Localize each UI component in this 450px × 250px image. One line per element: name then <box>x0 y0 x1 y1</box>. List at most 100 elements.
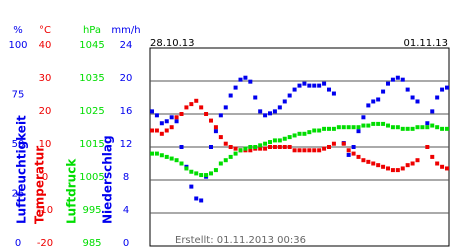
data-point <box>282 145 287 149</box>
data-point <box>179 145 184 149</box>
y-tick-label: 0 <box>15 238 21 249</box>
data-point <box>435 95 440 100</box>
data-point <box>159 131 164 136</box>
data-point <box>307 130 312 135</box>
axis-unit: % <box>13 25 23 36</box>
data-point <box>341 125 346 130</box>
data-point <box>395 168 400 173</box>
data-point <box>371 121 376 126</box>
data-point <box>297 83 302 88</box>
data-point <box>189 184 194 189</box>
date-start: 28.10.13 <box>150 38 195 49</box>
data-point <box>327 145 331 149</box>
data-point <box>258 143 263 148</box>
y-tick-label: 16 <box>120 106 133 117</box>
data-point <box>410 161 415 166</box>
data-point <box>150 151 154 156</box>
data-point <box>218 113 223 118</box>
data-point <box>213 168 218 173</box>
data-point <box>209 171 213 176</box>
data-point <box>440 164 445 169</box>
data-point <box>322 146 327 151</box>
data-point <box>390 77 395 82</box>
y-tick-label: 24 <box>120 40 133 51</box>
date-end: 01.11.13 <box>403 38 448 49</box>
data-point <box>410 126 415 131</box>
data-point <box>209 118 213 123</box>
data-point <box>228 145 233 149</box>
y-tick-label: 12 <box>120 139 133 150</box>
data-point <box>425 125 430 130</box>
data-point <box>371 99 376 104</box>
y-tick-label: 8 <box>123 172 129 183</box>
data-point <box>213 125 218 130</box>
data-point <box>435 161 440 166</box>
data-point <box>366 103 371 108</box>
data-point <box>390 168 395 173</box>
data-point <box>307 148 312 153</box>
data-point <box>263 113 268 118</box>
axis-label: Luftdruck <box>65 158 79 224</box>
data-point <box>366 123 371 128</box>
data-point <box>204 112 209 116</box>
data-point <box>169 156 174 161</box>
data-point <box>277 138 282 143</box>
data-point <box>381 89 386 94</box>
data-point <box>272 138 277 143</box>
y-tick-label: 985 <box>82 238 101 249</box>
data-point <box>371 161 376 166</box>
data-point <box>435 125 440 130</box>
data-point <box>169 115 174 120</box>
data-point <box>376 97 381 102</box>
data-point <box>238 148 243 153</box>
data-point <box>390 125 395 130</box>
axis-label: Luftfeuchtigkeit <box>15 115 29 224</box>
data-point <box>243 75 248 80</box>
data-point <box>174 119 179 124</box>
axis-unit: °C <box>39 25 51 36</box>
data-point <box>292 148 297 153</box>
data-point <box>199 173 204 178</box>
data-point <box>253 145 258 149</box>
data-point <box>258 146 263 151</box>
data-point <box>223 105 228 110</box>
data-point <box>297 131 302 136</box>
data-point <box>366 159 371 164</box>
data-point <box>415 158 420 163</box>
data-point <box>386 123 390 128</box>
y-tick-label: -10 <box>37 205 53 216</box>
data-point <box>209 145 213 149</box>
data-point <box>199 105 204 110</box>
data-point <box>317 148 322 153</box>
data-point <box>445 166 449 171</box>
y-tick-label: 20 <box>39 106 52 117</box>
data-point <box>405 87 410 92</box>
data-point <box>268 111 272 116</box>
y-tick-label: 0 <box>42 172 48 183</box>
data-point <box>272 109 277 114</box>
data-point <box>194 196 199 201</box>
y-tick-label: 4 <box>123 205 129 216</box>
data-point <box>199 198 204 203</box>
data-point <box>307 83 312 88</box>
data-point <box>445 85 449 90</box>
data-point <box>218 135 223 140</box>
data-point <box>327 126 331 131</box>
y-tick-label: 50 <box>12 139 25 150</box>
y-tick-label: 25 <box>12 189 25 200</box>
data-point <box>381 164 386 169</box>
data-point <box>356 125 361 130</box>
data-point <box>248 79 253 84</box>
data-point <box>174 115 179 120</box>
data-point <box>213 129 218 134</box>
y-tick-label: 10 <box>39 139 52 150</box>
data-point <box>150 109 154 114</box>
data-point <box>302 148 307 153</box>
data-point <box>356 154 361 159</box>
footer: Erstellt: 01.11.2013 00:36 <box>175 235 306 246</box>
data-point <box>154 151 159 156</box>
data-point <box>228 154 233 159</box>
data-point <box>400 166 405 171</box>
data-point <box>331 141 336 146</box>
